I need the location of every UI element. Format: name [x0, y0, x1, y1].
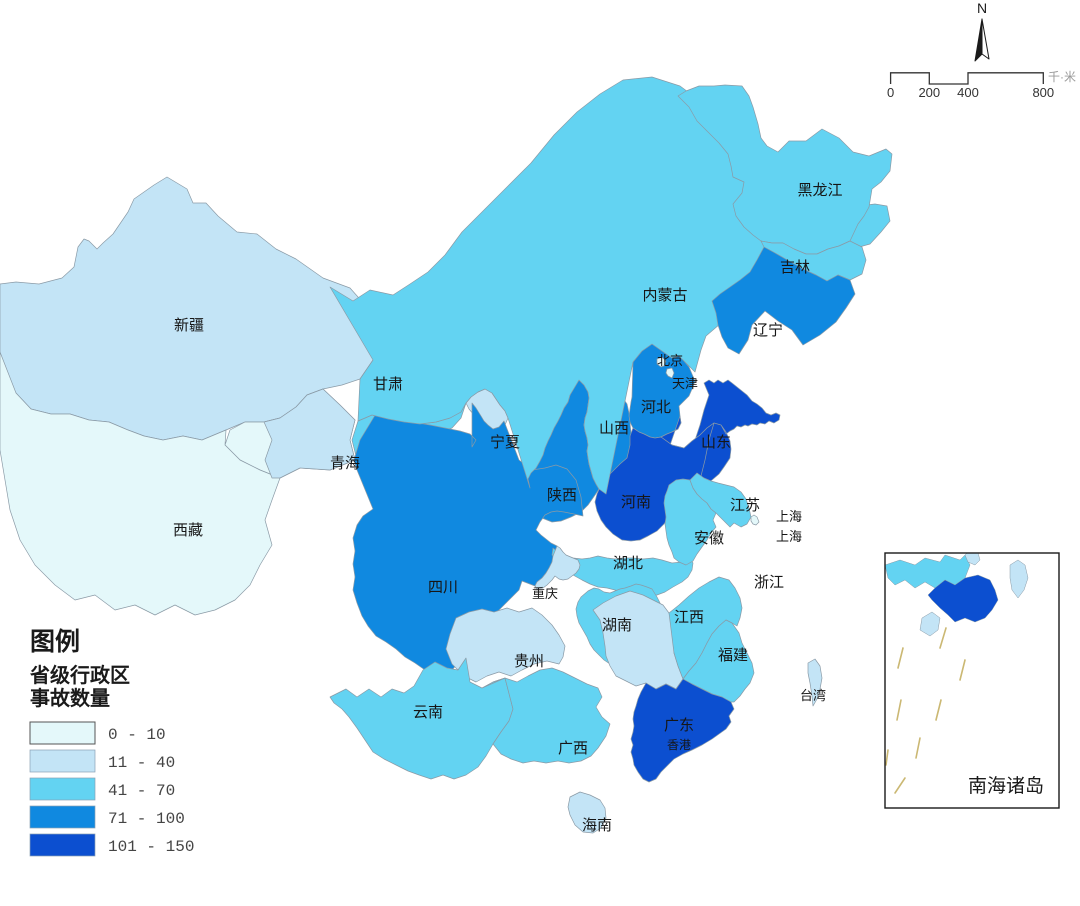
- svg-text:N: N: [977, 0, 987, 16]
- svg-text:101 - 150: 101 - 150: [108, 838, 194, 856]
- svg-text:安徽: 安徽: [694, 530, 724, 547]
- svg-text:41 - 70: 41 - 70: [108, 782, 175, 800]
- svg-text:800: 800: [1032, 85, 1054, 100]
- svg-text:湖南: 湖南: [602, 617, 632, 634]
- svg-text:千·米: 千·米: [1048, 70, 1076, 84]
- svg-text:山东: 山东: [701, 434, 731, 451]
- svg-text:浙江: 浙江: [754, 574, 784, 591]
- svg-text:200: 200: [918, 85, 940, 100]
- svg-text:事故数量: 事故数量: [30, 686, 110, 710]
- svg-text:贵州: 贵州: [514, 653, 544, 670]
- svg-text:香港: 香港: [667, 738, 691, 752]
- svg-text:省级行政区: 省级行政区: [29, 663, 130, 687]
- svg-text:11 - 40: 11 - 40: [108, 754, 175, 772]
- svg-text:台湾: 台湾: [800, 688, 826, 703]
- svg-text:71 - 100: 71 - 100: [108, 810, 185, 828]
- svg-text:天津: 天津: [672, 376, 698, 391]
- svg-text:山西: 山西: [599, 420, 629, 437]
- svg-text:上海: 上海: [776, 529, 802, 544]
- svg-text:江西: 江西: [674, 609, 704, 626]
- svg-text:陕西: 陕西: [547, 487, 577, 504]
- svg-text:上海: 上海: [776, 509, 802, 524]
- svg-text:福建: 福建: [718, 647, 748, 664]
- svg-text:四川: 四川: [428, 579, 458, 596]
- svg-text:辽宁: 辽宁: [753, 322, 783, 339]
- svg-text:广西: 广西: [558, 740, 588, 757]
- svg-text:重庆: 重庆: [532, 586, 558, 601]
- svg-text:广东: 广东: [664, 717, 694, 734]
- svg-text:青海: 青海: [330, 455, 360, 472]
- svg-text:北京: 北京: [657, 353, 683, 368]
- svg-text:吉林: 吉林: [780, 259, 810, 276]
- svg-text:黑龙江: 黑龙江: [797, 182, 842, 199]
- svg-text:0: 0: [887, 85, 894, 100]
- svg-text:南海诸岛: 南海诸岛: [968, 775, 1044, 797]
- svg-text:0 - 10: 0 - 10: [108, 726, 166, 744]
- svg-text:江苏: 江苏: [730, 497, 760, 514]
- svg-text:400: 400: [957, 85, 979, 100]
- svg-text:河北: 河北: [641, 399, 671, 416]
- svg-text:湖北: 湖北: [613, 555, 643, 572]
- svg-text:宁夏: 宁夏: [490, 434, 520, 451]
- svg-text:图例: 图例: [30, 628, 80, 656]
- svg-text:海南: 海南: [582, 817, 612, 834]
- svg-text:云南: 云南: [413, 704, 443, 721]
- svg-text:河南: 河南: [621, 494, 651, 511]
- svg-text:新疆: 新疆: [174, 317, 204, 334]
- svg-text:甘肃: 甘肃: [373, 376, 403, 393]
- svg-text:内蒙古: 内蒙古: [642, 287, 687, 304]
- svg-text:西藏: 西藏: [173, 522, 203, 539]
